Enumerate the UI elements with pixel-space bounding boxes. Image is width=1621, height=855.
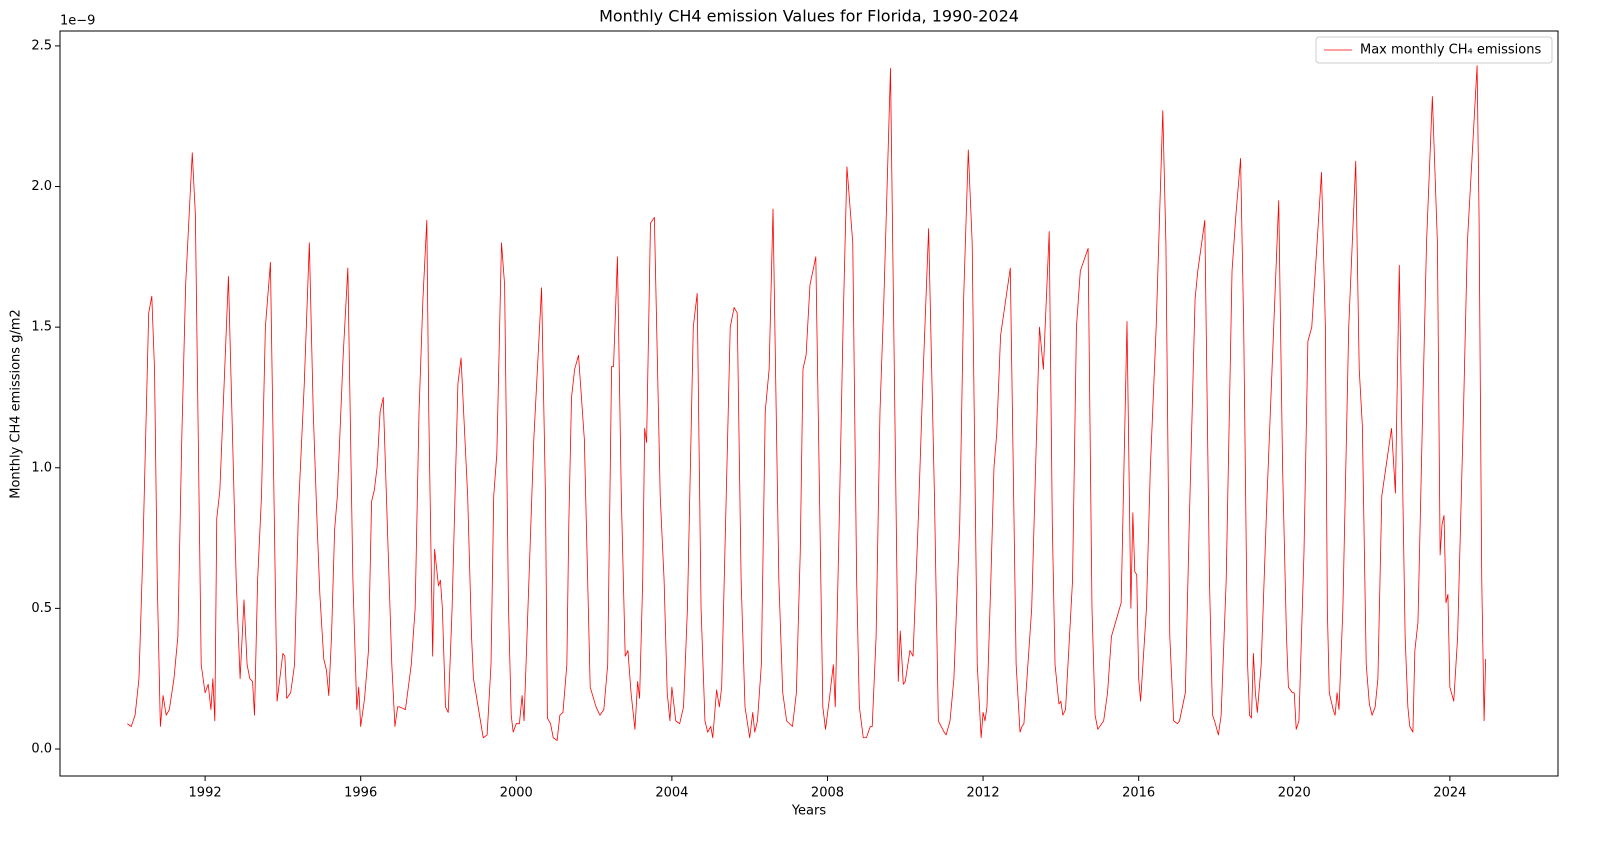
data-line bbox=[127, 65, 1487, 741]
y-tick-label: 1.0 bbox=[31, 460, 52, 475]
x-tick-label: 2020 bbox=[1278, 786, 1311, 801]
x-tick-label: 1996 bbox=[344, 786, 377, 801]
legend-box bbox=[1315, 36, 1553, 64]
y-tick-label: 2.0 bbox=[31, 179, 52, 194]
x-tick-label: 2016 bbox=[1122, 786, 1155, 801]
y-tick-label: 0.0 bbox=[31, 742, 52, 757]
x-tick-label: 2012 bbox=[967, 786, 1000, 801]
y-tick-label: 2.5 bbox=[31, 38, 52, 53]
x-axis-label: Years bbox=[791, 804, 827, 819]
y-axis-label: Monthly CH4 emissions g/m2 bbox=[9, 309, 24, 499]
plot-frame bbox=[59, 30, 1559, 777]
x-tick-label: 2008 bbox=[811, 786, 844, 801]
legend-label: Max monthly CH₄ emissions bbox=[1360, 43, 1541, 58]
x-tick-label: 2024 bbox=[1433, 786, 1466, 801]
y-tick-label: 1.5 bbox=[31, 320, 52, 335]
x-tick-label: 2004 bbox=[655, 786, 688, 801]
y-tick-label: 0.5 bbox=[31, 601, 52, 616]
y-offset-label: 1e−9 bbox=[60, 14, 95, 29]
x-tick-label: 2000 bbox=[500, 786, 533, 801]
chart-title: Monthly CH4 emission Values for Florida,… bbox=[599, 7, 1019, 26]
x-tick-label: 1992 bbox=[189, 786, 222, 801]
